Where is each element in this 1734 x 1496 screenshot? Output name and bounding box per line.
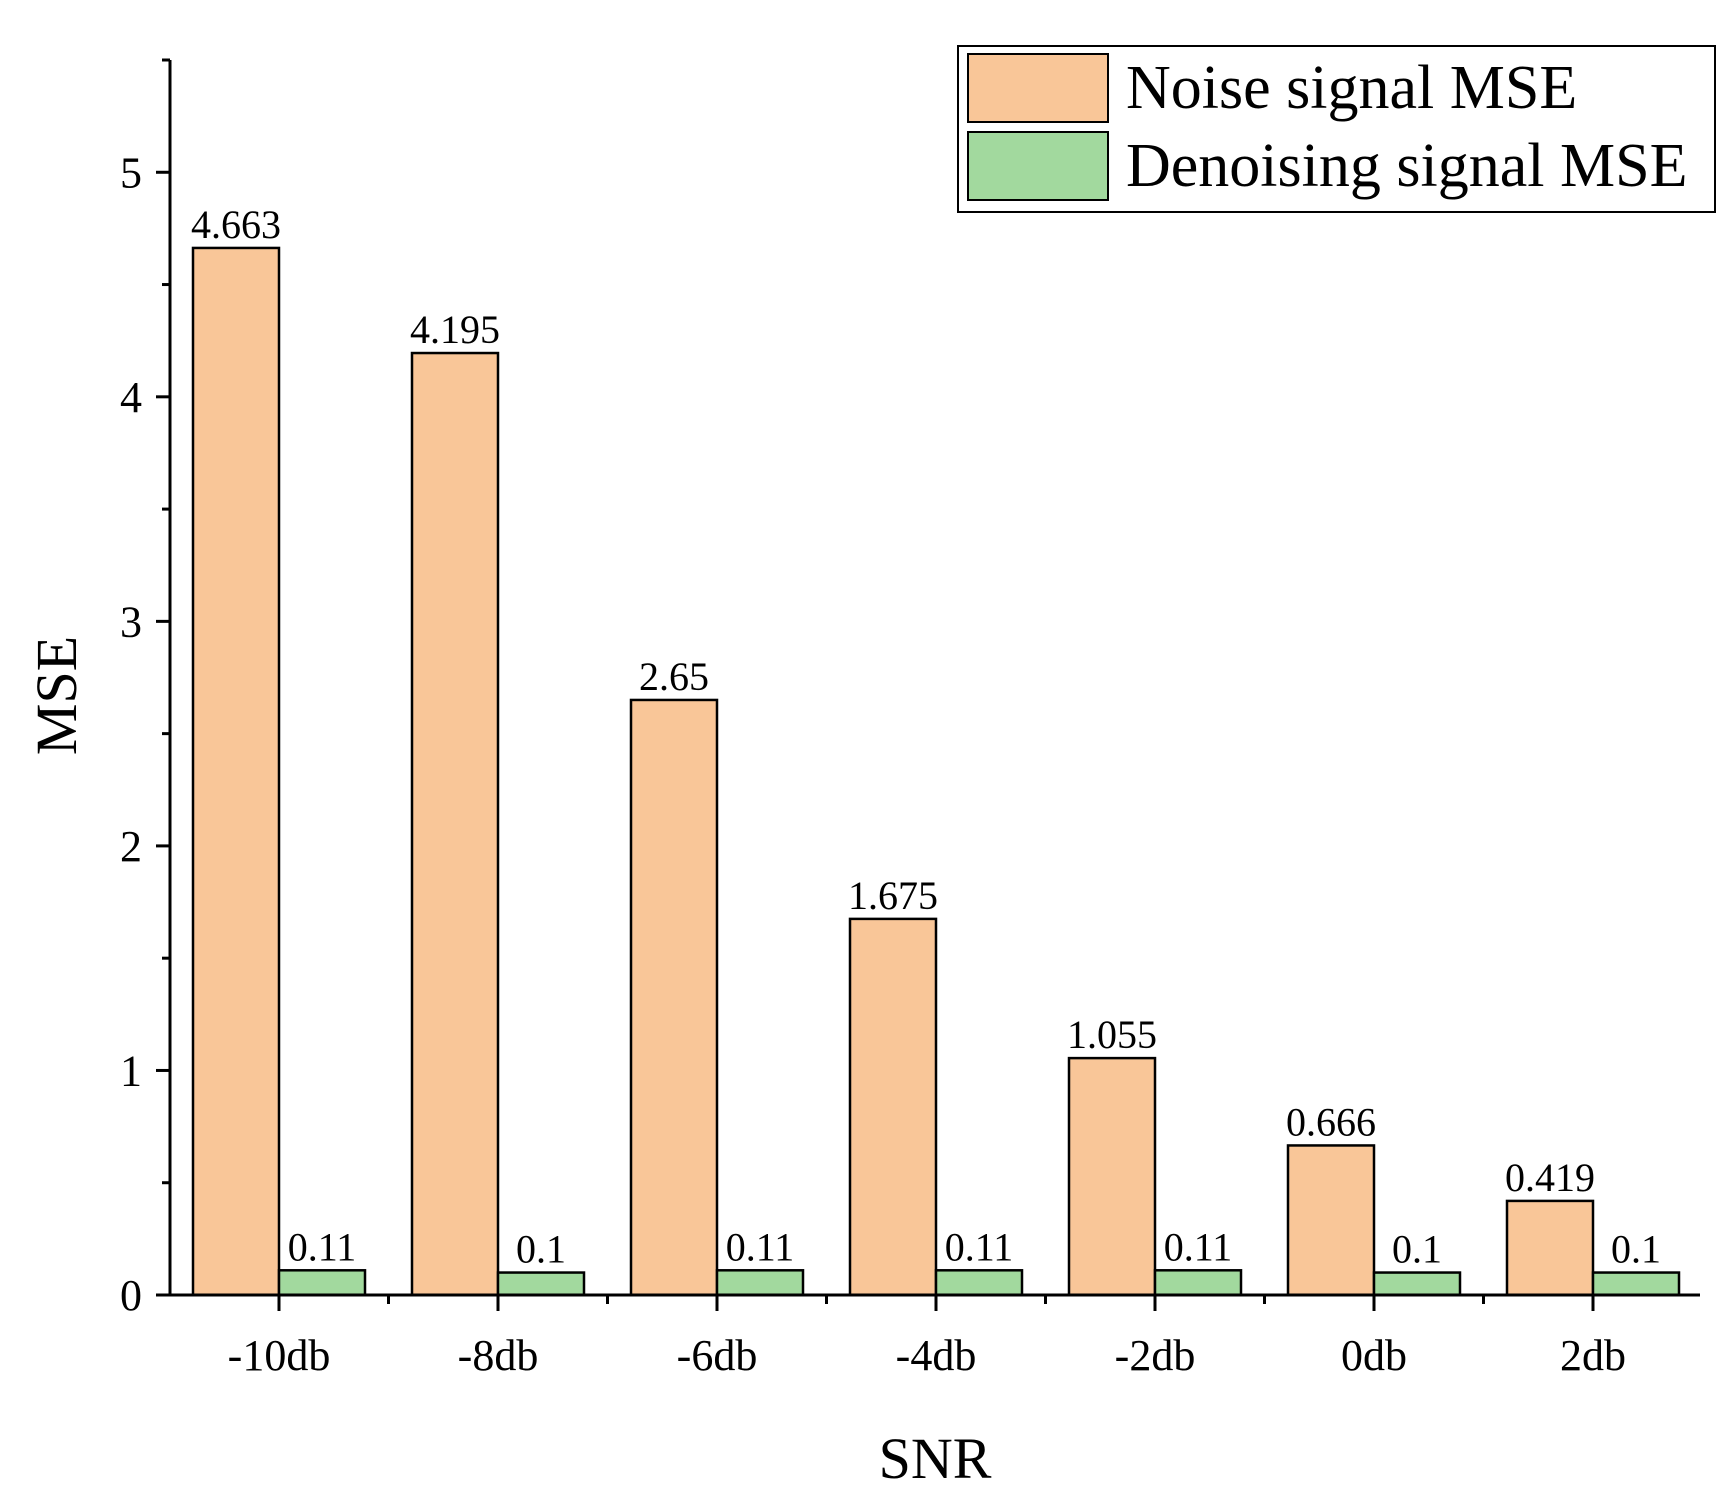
- bar-noise: [1505, 1199, 1595, 1297]
- data-label: 4.195: [410, 307, 500, 352]
- x-tick-label: -2db: [1115, 1331, 1196, 1380]
- data-label: 0.11: [726, 1224, 795, 1269]
- x-tick-label: -6db: [677, 1331, 758, 1380]
- data-label: 0.11: [288, 1224, 357, 1269]
- data-label: 0.1: [1611, 1227, 1661, 1272]
- bar-noise: [848, 917, 938, 1297]
- bar-denoising: [1153, 1269, 1243, 1297]
- y-tick-label: 0: [120, 1271, 142, 1320]
- bar-noise: [1286, 1144, 1376, 1297]
- legend-label-noise: Noise signal MSE: [1126, 54, 1577, 122]
- data-label: 0.1: [516, 1227, 566, 1272]
- data-label: 0.419: [1505, 1155, 1595, 1200]
- bar-noise: [1067, 1056, 1157, 1297]
- bar-denoising: [715, 1269, 805, 1297]
- bar-denoising: [277, 1269, 367, 1297]
- data-labels-layer: 4.663 4.195 2.65 1.675 1.055 0.666 0.419 0.11 0.…: [191, 202, 1661, 1272]
- bar-noise: [410, 351, 500, 1297]
- x-tick-label: -8db: [458, 1331, 539, 1380]
- y-tick-label: 1: [120, 1046, 142, 1095]
- x-tick-label: 0db: [1341, 1331, 1407, 1380]
- legend-swatch-noise: [967, 53, 1109, 123]
- y-tick-label: 5: [120, 148, 142, 197]
- data-label: 2.65: [639, 654, 709, 699]
- bar-noise: [629, 698, 719, 1297]
- ticks-layer: 0 1 2 3 4 5 -10db -8db -6db -4db -2db 0db 2db: [120, 58, 1626, 1380]
- y-tick-label: 2: [120, 822, 142, 871]
- y-tick-label: 4: [120, 373, 142, 422]
- legend-label-denoising: Denoising signal MSE: [1126, 132, 1687, 200]
- data-label: 0.11: [1164, 1224, 1233, 1269]
- x-tick-label: 2db: [1560, 1331, 1626, 1380]
- y-axis-title: MSE: [24, 636, 89, 755]
- data-label: 1.675: [848, 873, 938, 918]
- legend: Noise signal MSE Denoising signal MSE: [957, 45, 1716, 213]
- bar-noise: [191, 246, 281, 1297]
- bar-denoising: [496, 1271, 586, 1297]
- data-label: 0.666: [1286, 1099, 1376, 1144]
- x-tick-label: -4db: [896, 1331, 977, 1380]
- x-axis-title: SNR: [879, 1426, 992, 1491]
- bars-layer: [191, 246, 1681, 1297]
- data-label: 4.663: [191, 202, 281, 247]
- y-tick-label: 3: [120, 597, 142, 646]
- data-label: 0.1: [1392, 1227, 1442, 1272]
- bar-denoising: [1372, 1271, 1462, 1297]
- bar-denoising: [1591, 1271, 1681, 1297]
- data-label: 0.11: [945, 1224, 1014, 1269]
- data-label: 1.055: [1067, 1012, 1157, 1057]
- legend-swatch-denoising: [967, 131, 1109, 201]
- x-tick-label: -10db: [228, 1331, 331, 1380]
- bar-denoising: [934, 1269, 1024, 1297]
